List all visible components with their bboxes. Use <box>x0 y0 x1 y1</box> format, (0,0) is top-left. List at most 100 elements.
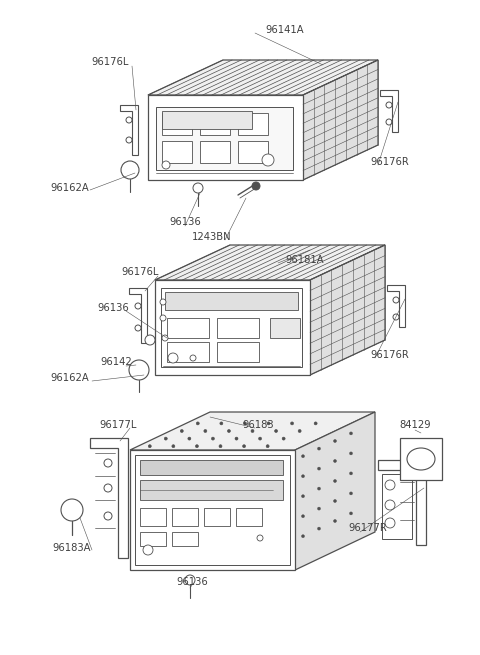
Circle shape <box>190 355 196 361</box>
Polygon shape <box>148 60 378 95</box>
Circle shape <box>196 422 199 425</box>
Circle shape <box>135 303 141 309</box>
Circle shape <box>61 499 83 521</box>
Circle shape <box>334 479 336 483</box>
Circle shape <box>257 535 263 541</box>
Circle shape <box>172 445 175 448</box>
Text: 96183A: 96183A <box>53 543 91 553</box>
Bar <box>238 113 268 135</box>
Circle shape <box>275 430 277 432</box>
Text: 84129: 84129 <box>399 420 431 430</box>
Bar <box>140 508 166 526</box>
Circle shape <box>301 495 304 498</box>
Bar <box>162 111 252 129</box>
Circle shape <box>188 437 191 440</box>
Circle shape <box>162 161 170 169</box>
Circle shape <box>298 430 301 432</box>
Circle shape <box>385 518 395 528</box>
Circle shape <box>385 500 395 510</box>
Circle shape <box>317 507 321 510</box>
Text: 96176R: 96176R <box>371 350 409 360</box>
Circle shape <box>145 335 155 345</box>
Bar <box>270 318 300 338</box>
Circle shape <box>220 422 223 425</box>
Polygon shape <box>155 245 385 280</box>
Circle shape <box>317 447 321 450</box>
Text: 96183: 96183 <box>242 420 274 430</box>
Circle shape <box>334 519 336 523</box>
Circle shape <box>282 437 285 440</box>
Text: 96177R: 96177R <box>348 523 387 533</box>
Text: 96136: 96136 <box>176 577 208 587</box>
Circle shape <box>219 445 222 448</box>
Text: 96141A: 96141A <box>266 25 304 35</box>
Text: 96177L: 96177L <box>99 420 137 430</box>
Circle shape <box>126 117 132 123</box>
Text: 96162A: 96162A <box>50 183 89 193</box>
Text: 96176L: 96176L <box>121 267 159 277</box>
Bar <box>236 508 262 526</box>
Circle shape <box>393 314 399 320</box>
Circle shape <box>334 460 336 462</box>
Bar <box>167 342 209 362</box>
Circle shape <box>317 487 321 490</box>
Bar <box>165 292 298 310</box>
Circle shape <box>259 437 262 440</box>
Text: 96162A: 96162A <box>50 373 89 383</box>
Circle shape <box>121 161 139 179</box>
Circle shape <box>334 440 336 443</box>
Polygon shape <box>380 90 398 132</box>
Bar <box>400 438 442 480</box>
Circle shape <box>195 445 198 448</box>
Bar <box>162 113 192 135</box>
Bar <box>162 141 192 163</box>
Circle shape <box>349 492 352 495</box>
Circle shape <box>104 484 112 492</box>
Bar <box>135 455 290 565</box>
Circle shape <box>148 445 151 448</box>
Circle shape <box>143 545 153 555</box>
Circle shape <box>235 437 238 440</box>
Circle shape <box>185 575 195 585</box>
Circle shape <box>385 480 395 490</box>
Circle shape <box>267 422 270 425</box>
Text: 1243BN: 1243BN <box>192 232 232 242</box>
Circle shape <box>386 102 392 108</box>
Polygon shape <box>130 412 375 450</box>
Bar <box>172 508 198 526</box>
Circle shape <box>301 534 304 538</box>
Circle shape <box>317 467 321 470</box>
Bar <box>148 95 303 180</box>
Ellipse shape <box>407 448 435 470</box>
Bar <box>172 532 198 546</box>
Bar <box>156 107 293 170</box>
Circle shape <box>180 430 183 432</box>
Circle shape <box>301 515 304 517</box>
Bar <box>200 113 230 135</box>
Circle shape <box>252 182 260 190</box>
Polygon shape <box>129 288 147 343</box>
Polygon shape <box>295 412 375 570</box>
Polygon shape <box>120 105 138 155</box>
Circle shape <box>126 137 132 143</box>
Polygon shape <box>90 438 128 558</box>
Circle shape <box>393 297 399 303</box>
Bar <box>140 532 166 546</box>
Circle shape <box>349 432 352 435</box>
Circle shape <box>301 475 304 477</box>
Circle shape <box>129 360 149 380</box>
Circle shape <box>349 472 352 475</box>
Bar <box>140 480 283 500</box>
Bar <box>238 141 268 163</box>
Text: 96142: 96142 <box>100 357 132 367</box>
Polygon shape <box>303 60 378 180</box>
Circle shape <box>290 422 294 425</box>
Text: 96176L: 96176L <box>91 57 129 67</box>
Text: 96136: 96136 <box>169 217 201 227</box>
Circle shape <box>317 527 321 530</box>
Circle shape <box>228 430 230 432</box>
Circle shape <box>164 437 168 440</box>
Circle shape <box>211 437 215 440</box>
Circle shape <box>301 455 304 458</box>
Circle shape <box>334 500 336 502</box>
